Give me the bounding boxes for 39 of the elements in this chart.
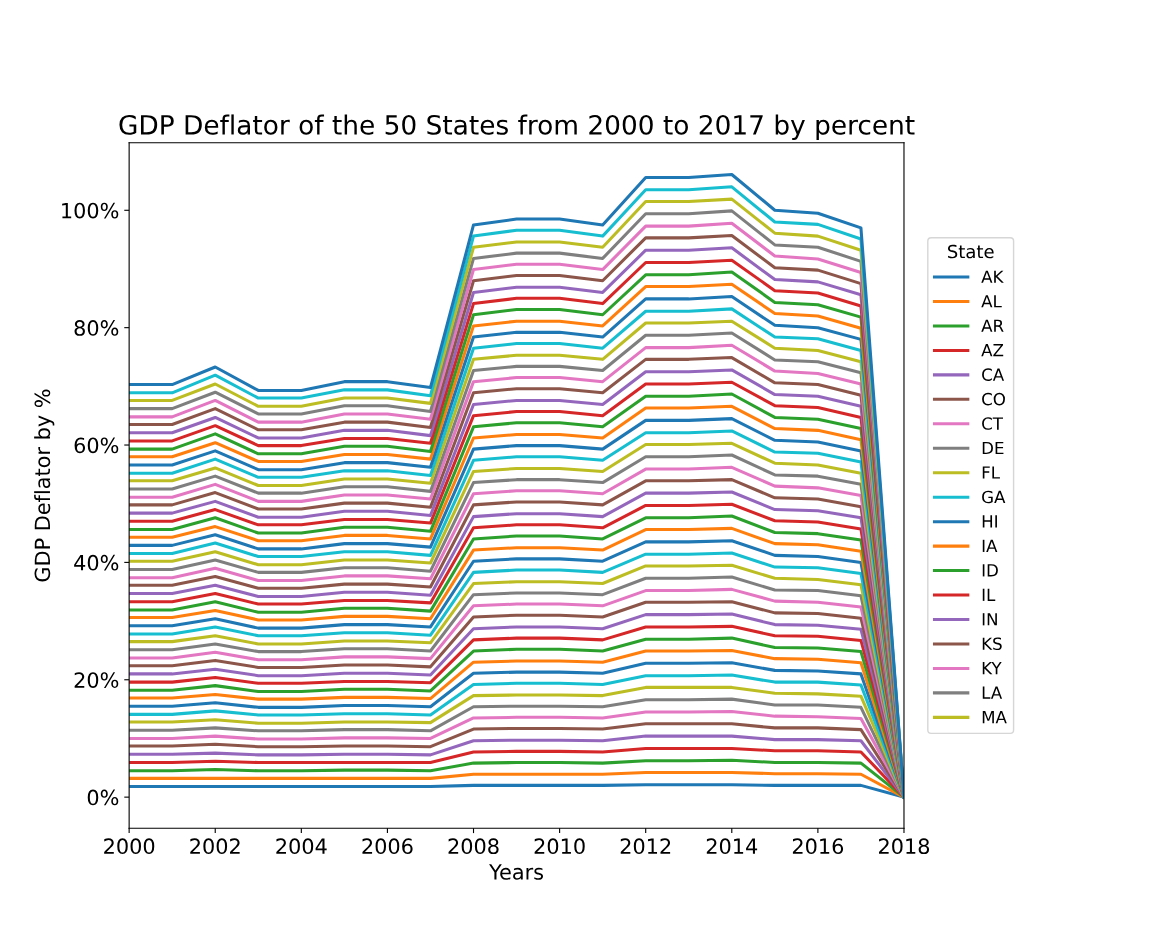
legend-label: IA (982, 539, 998, 552)
x-tick-label: 2016 (792, 838, 844, 855)
x-tick-label: 2008 (448, 838, 499, 855)
legend-label: DE (982, 441, 1004, 455)
legend-label: LA (982, 686, 1003, 699)
y-tick-label: 60% (74, 437, 119, 454)
legend-label: ID (982, 564, 998, 577)
legend-label: MA (982, 711, 1007, 724)
legend-label: FL (982, 466, 1000, 479)
legend-label: CA (982, 368, 1005, 381)
x-tick-label: 2000 (104, 838, 155, 855)
legend-label: HI (982, 515, 997, 528)
legend-title: State (947, 244, 994, 259)
x-tick-label: 2004 (276, 838, 327, 855)
legend-label: AZ (981, 344, 1004, 357)
y-tick-label: 20% (74, 672, 119, 688)
legend-label: IN (982, 613, 997, 626)
x-axis-title: Years (489, 864, 544, 880)
x-tick-label: 2012 (620, 838, 671, 855)
legend-label: CT (982, 417, 1004, 430)
legend-label: AR (981, 319, 1004, 332)
y-tick-label: 100% (62, 202, 119, 219)
x-tick-label: 2006 (362, 838, 413, 855)
x-tick-label: 2010 (534, 838, 585, 855)
legend-label: AK (981, 270, 1004, 283)
legend-label: KS (982, 637, 1002, 651)
y-tick-label: 0% (87, 789, 119, 806)
legend-label: AL (981, 295, 1002, 308)
y-tick-label: 40% (74, 554, 119, 571)
x-tick-label: 2014 (706, 838, 758, 855)
x-tick-label: 2002 (190, 838, 240, 855)
legend-label: KY (982, 662, 1002, 675)
legend-label: GA (982, 490, 1006, 504)
y-axis-title: GDP Deflator by % (34, 389, 55, 582)
y-tick-label: 80% (74, 320, 119, 336)
x-tick-label: 2018 (879, 838, 930, 855)
legend-label: CO (982, 392, 1005, 406)
chart-title: GDP Deflator of the 50 States from 2000 to 2017 by percent (119, 114, 915, 140)
legend-label: IL (982, 588, 996, 601)
